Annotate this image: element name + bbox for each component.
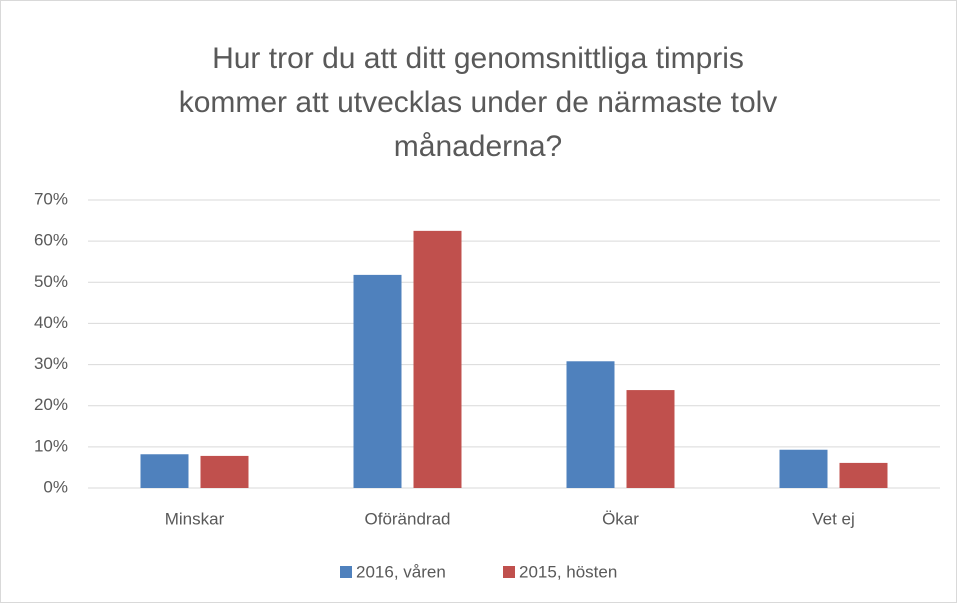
bar	[626, 390, 675, 488]
bar	[566, 361, 615, 488]
x-tick-label: Minskar	[165, 509, 225, 528]
y-tick-label: 0%	[43, 477, 68, 496]
y-tick-label: 60%	[34, 231, 68, 250]
chart-title: Hur tror du att ditt genomsnittliga timp…	[212, 42, 744, 75]
legend-label: 2015, hösten	[519, 562, 617, 581]
y-tick-label: 30%	[34, 354, 68, 373]
bar	[200, 455, 249, 488]
bar	[839, 462, 888, 488]
legend-swatch	[340, 566, 352, 578]
legend-swatch	[503, 566, 515, 578]
legend-label: 2016, våren	[356, 562, 446, 581]
bar	[779, 449, 828, 488]
bar	[140, 454, 189, 488]
bar	[353, 274, 402, 488]
y-tick-label: 10%	[34, 436, 68, 455]
chart-title: kommer att utvecklas under de närmaste t…	[179, 86, 778, 119]
y-tick-label: 50%	[34, 272, 68, 291]
x-tick-label: Vet ej	[812, 509, 855, 528]
y-tick-label: 40%	[34, 313, 68, 332]
x-tick-label: Oförändrad	[365, 509, 451, 528]
y-tick-label: 20%	[34, 395, 68, 414]
chart-title: månaderna?	[394, 130, 562, 163]
x-tick-label: Ökar	[602, 509, 639, 528]
bar	[413, 230, 462, 488]
y-tick-label: 70%	[34, 189, 68, 208]
